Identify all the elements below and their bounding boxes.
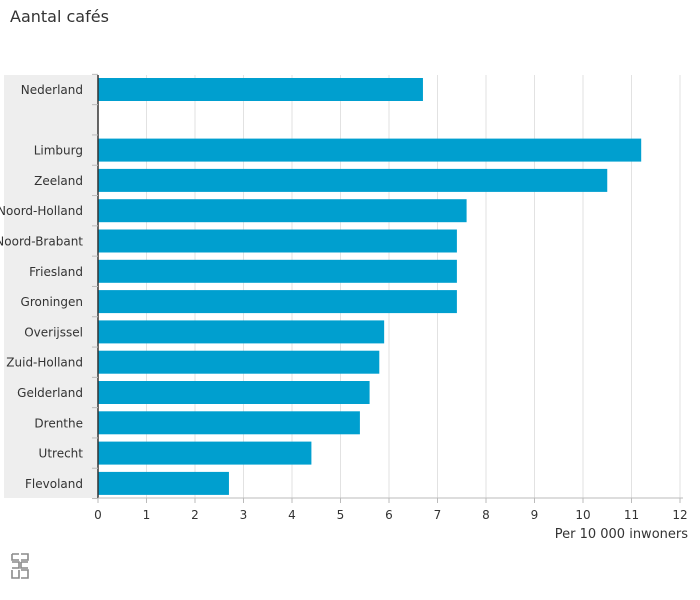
bars xyxy=(98,78,642,495)
x-tick-label: 4 xyxy=(288,508,296,522)
category-label: Utrecht xyxy=(39,447,84,461)
category-label: Limburg xyxy=(34,144,83,158)
x-tick-label: 11 xyxy=(624,508,639,522)
bar-noord-holland xyxy=(98,199,467,223)
x-tick-label: 0 xyxy=(94,508,102,522)
category-label: Groningen xyxy=(21,295,83,309)
bar-gelderland xyxy=(98,381,370,404)
bar-friesland xyxy=(98,259,457,283)
x-tick-label: 1 xyxy=(143,508,151,522)
category-labels: Nederland Limburg Zeeland Noord-Holland Noor… xyxy=(0,83,83,491)
bar-utrecht xyxy=(98,441,312,465)
x-tick-label: 10 xyxy=(575,508,590,522)
x-tick-label: 9 xyxy=(531,508,539,522)
bar-limburg xyxy=(98,138,642,162)
bar-drenthe xyxy=(98,411,360,435)
x-tick-label: 6 xyxy=(385,508,393,522)
bar-noord-brabant xyxy=(98,229,457,253)
category-label: Friesland xyxy=(29,265,83,279)
x-tick-label: 8 xyxy=(482,508,490,522)
x-tick-label: 5 xyxy=(337,508,345,522)
category-label: Noord-Brabant xyxy=(0,235,83,249)
category-label: Drenthe xyxy=(34,416,83,430)
category-label: Gelderland xyxy=(17,386,83,400)
x-tick-label: 12 xyxy=(672,508,687,522)
x-tick-labels: 0 1 2 3 4 5 6 7 8 9 10 11 12 xyxy=(94,508,687,522)
category-label: Zuid-Holland xyxy=(6,356,83,370)
category-label-band xyxy=(4,75,98,498)
bar-groningen xyxy=(98,290,457,314)
bar-flevoland xyxy=(98,471,229,495)
x-axis-title: Per 10 000 inwoners xyxy=(555,527,688,542)
category-label: Flevoland xyxy=(25,477,83,491)
bar-overijssel xyxy=(98,320,385,344)
category-label: Overijssel xyxy=(24,325,83,339)
x-tick-label: 2 xyxy=(191,508,199,522)
bar-nederland xyxy=(98,78,423,101)
gridlines xyxy=(146,75,681,498)
category-label: Noord-Holland xyxy=(0,204,83,218)
bar-zeeland xyxy=(98,168,608,192)
category-label: Nederland xyxy=(21,83,83,97)
bar-zuid-holland xyxy=(98,350,380,374)
x-tick-label: 3 xyxy=(240,508,248,522)
cbs-logo-icon xyxy=(11,553,29,579)
x-tick-label: 7 xyxy=(434,508,442,522)
chart-title: Aantal cafés xyxy=(10,7,109,26)
category-label: Zeeland xyxy=(34,174,83,188)
axes xyxy=(92,73,683,503)
